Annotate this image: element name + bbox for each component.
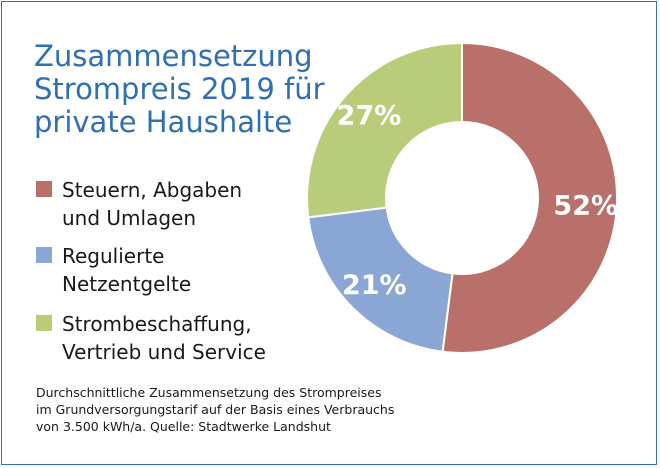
title-line-1: Zusammensetzung bbox=[34, 39, 313, 73]
data-label-procurement: 27% bbox=[337, 100, 402, 131]
data-label-grid-fees: 21% bbox=[342, 270, 407, 301]
donut-slice-procurement bbox=[306, 41, 463, 219]
legend-swatch-procurement bbox=[36, 315, 52, 331]
donut-slice-taxes bbox=[441, 41, 618, 354]
data-label-taxes: 52% bbox=[553, 190, 618, 221]
legend-swatch-grid-fees bbox=[36, 247, 52, 263]
legend-label-taxes: Steuern, Abgaben und Umlagen bbox=[62, 176, 242, 232]
donut-slices bbox=[306, 41, 618, 354]
legend-label-procurement: Strombeschaffung, Vertrieb und Service bbox=[62, 310, 266, 366]
legend-label-grid-fees: Regulierte Netzentgelte bbox=[62, 242, 191, 298]
legend-label-procurement-line-2: Vertrieb und Service bbox=[62, 340, 266, 364]
donut-slice-grid-fees bbox=[307, 206, 454, 353]
legend-label-taxes-line-2: und Umlagen bbox=[62, 206, 197, 230]
chart-title: Zusammensetzung Strompreis 2019 für priv… bbox=[34, 40, 334, 139]
legend-label-grid-fees-line-1: Regulierte bbox=[62, 244, 165, 268]
title-line-3: private Haushalte bbox=[34, 105, 293, 139]
footnote-line-2: im Grundversorgungstarif auf der Basis e… bbox=[36, 402, 395, 417]
legend-swatch-taxes bbox=[36, 181, 52, 197]
title-line-2: Strompreis 2019 für bbox=[34, 72, 325, 106]
footnote-line-3: von 3.500 kWh/a. Quelle: Stadtwerke Land… bbox=[36, 419, 331, 434]
legend-label-grid-fees-line-2: Netzentgelte bbox=[62, 272, 192, 296]
footnote-line-1: Durchschnittliche Zusammensetzung des St… bbox=[36, 385, 382, 400]
legend-label-procurement-line-1: Strombeschaffung, bbox=[62, 312, 252, 336]
footnote: Durchschnittliche Zusammensetzung des St… bbox=[36, 384, 394, 435]
donut-data-labels: 52% 21% 27% bbox=[337, 100, 618, 301]
donut-chart: 52% 21% 27% bbox=[306, 41, 618, 354]
legend-label-taxes-line-1: Steuern, Abgaben bbox=[62, 178, 243, 202]
